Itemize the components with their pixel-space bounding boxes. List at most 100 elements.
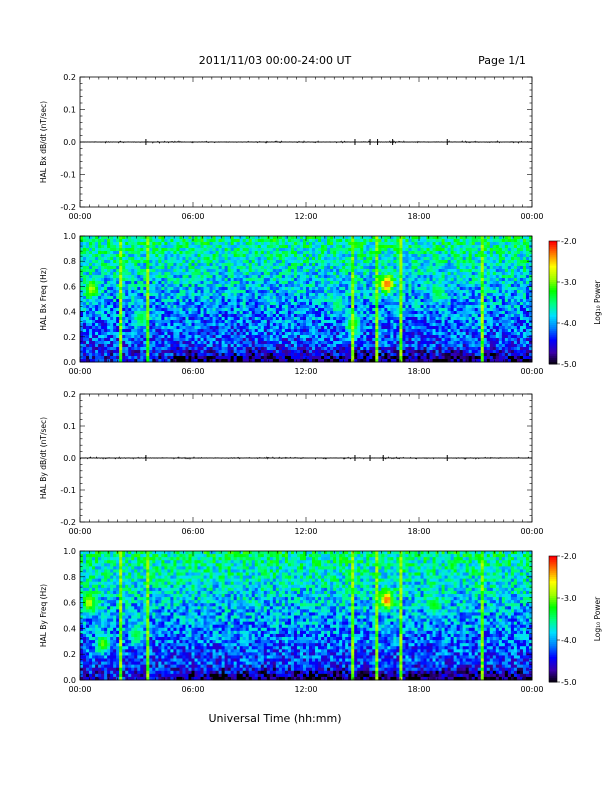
spectrogram-cell	[134, 323, 138, 327]
spectrogram-cell	[233, 326, 238, 330]
spectrogram-cell	[233, 329, 238, 333]
spectrogram-cell	[164, 320, 168, 324]
spectrogram-cell	[197, 302, 201, 306]
spectrogram-cell	[360, 341, 364, 345]
spectrogram-cell	[227, 293, 232, 297]
spectrogram-cell	[83, 257, 87, 261]
spectrogram-cell	[369, 335, 373, 339]
spectrogram-cell	[212, 284, 216, 288]
spectrogram-cell	[345, 287, 349, 291]
spectrogram-cell	[107, 344, 111, 348]
spectrogram-cell	[318, 338, 322, 342]
spectrogram-cell	[417, 347, 421, 351]
spectrogram-cell	[423, 317, 427, 321]
spectrogram-cell	[197, 314, 201, 318]
spectrogram-cell	[318, 326, 322, 330]
spectrogram-cell	[149, 302, 153, 306]
spectrogram-cell	[290, 266, 295, 270]
spectrogram-cell	[333, 281, 337, 285]
spectrogram-cell	[179, 344, 183, 348]
spectrogram-cell	[170, 317, 174, 321]
spectrogram-cell	[333, 254, 337, 258]
spectrogram-cell	[146, 290, 150, 294]
spectrogram-cell	[420, 311, 424, 315]
spectrogram-cell	[281, 260, 286, 264]
spectrogram-cell	[423, 248, 427, 252]
spectrogram-cell	[239, 278, 244, 282]
spectrogram-cell	[131, 284, 135, 288]
spectrogram-cell	[306, 299, 310, 303]
spectrogram-cell	[266, 311, 271, 315]
spectrogram-cell	[269, 278, 274, 282]
spectrogram-cell	[230, 329, 235, 333]
spectrogram-cell	[101, 242, 105, 246]
spectrogram-cell	[155, 305, 159, 309]
spectrogram-cell	[420, 278, 424, 282]
spectrogram-cell	[194, 323, 198, 327]
spectrogram-cell	[212, 287, 216, 291]
spectrogram-cell	[137, 251, 141, 255]
spectrogram-cell	[278, 239, 283, 243]
spectrogram-cell	[399, 257, 403, 261]
spectrogram-cell	[134, 257, 138, 261]
spectrogram-cell	[396, 236, 400, 240]
spectrogram-cell	[155, 290, 159, 294]
spectrogram-cell	[408, 293, 412, 297]
spectrogram-cell	[227, 344, 232, 348]
spectrogram-cell	[230, 317, 235, 321]
spectrogram-cell	[179, 341, 183, 345]
spectrogram-cell	[372, 239, 376, 243]
spectrogram-cell	[339, 302, 343, 306]
spectrogram-cell	[266, 242, 271, 246]
spectrogram-cell	[137, 287, 141, 291]
spectrogram-cell	[185, 242, 189, 246]
spectrogram-cell	[173, 290, 177, 294]
spectrogram-cell	[318, 254, 322, 258]
spectrogram-cell	[324, 314, 328, 318]
spectrogram-cell	[122, 281, 126, 285]
spectrogram-cell	[116, 296, 120, 300]
spectrogram-cell	[221, 260, 226, 264]
spectrogram-cell	[363, 344, 367, 348]
spectrogram-cell	[101, 299, 105, 303]
spectrogram-cell	[257, 275, 262, 279]
spectrogram-cell	[179, 254, 183, 258]
spectrogram-cell	[92, 263, 96, 267]
spectrogram-cell	[89, 302, 93, 306]
spectrogram-cell	[113, 296, 117, 300]
spectrogram-cell	[209, 281, 213, 285]
spectrogram-cell	[92, 269, 96, 273]
spectrogram-cell	[164, 329, 168, 333]
spectrogram-cell	[242, 335, 247, 339]
spectrogram-cell	[137, 305, 141, 309]
spectrogram-cell	[263, 254, 268, 258]
spectrogram-cell	[381, 281, 385, 285]
spectrogram-cell	[92, 257, 96, 261]
spectrogram-cell	[423, 254, 427, 258]
spectrogram-cell	[245, 314, 250, 318]
spectrogram-cell	[233, 335, 238, 339]
spectrogram-cell	[336, 269, 340, 273]
spectrogram-cell	[128, 326, 132, 330]
spectrogram-cell	[396, 350, 400, 354]
spectrogram-cell	[212, 251, 216, 255]
spectrogram-cell	[354, 260, 358, 264]
spectrogram-cell	[357, 344, 361, 348]
spectrogram-cell	[324, 263, 328, 267]
spectrogram-cell	[161, 239, 165, 243]
spectrogram-cell	[260, 299, 265, 303]
spectrogram-cell	[128, 239, 132, 243]
spectrogram-cell	[330, 320, 334, 324]
spectrogram-cell	[161, 308, 165, 312]
spectrogram-cell	[390, 359, 394, 363]
spectrogram-cell	[302, 308, 307, 312]
spectrogram-cell	[140, 284, 144, 288]
spectrogram-cell	[128, 257, 132, 261]
spectrogram-cell	[318, 296, 322, 300]
spectrogram-cell	[345, 320, 349, 324]
spectrogram-cell	[278, 296, 283, 300]
spectrogram-cell	[164, 314, 168, 318]
spectrogram-cell	[167, 278, 171, 282]
spectrogram-cell	[299, 281, 304, 285]
spectrogram-cell	[384, 314, 388, 318]
